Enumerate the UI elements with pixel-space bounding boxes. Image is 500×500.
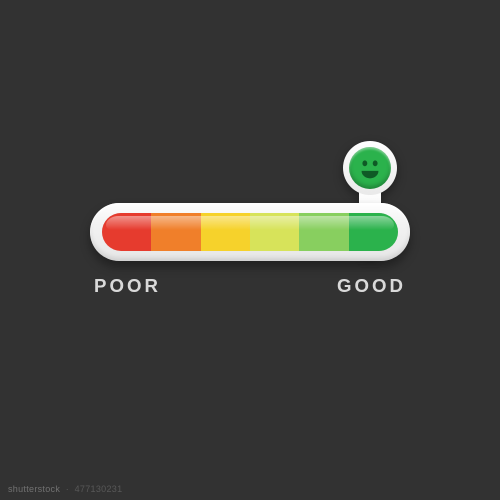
meter-container: POOR GOOD [80, 203, 420, 297]
segment-poor [102, 213, 151, 251]
watermark: shutterstock · 477130231 [8, 484, 122, 494]
meter-labels: POOR GOOD [90, 275, 410, 297]
meter-pill [90, 203, 410, 261]
label-poor: POOR [94, 275, 161, 297]
pointer-head [343, 141, 397, 195]
meter-segments [102, 213, 398, 251]
segment-above-avg [250, 213, 299, 251]
segment-excellent [349, 213, 398, 251]
label-good: GOOD [337, 275, 406, 297]
pointer-face-happy [349, 147, 391, 189]
smile-icon [355, 153, 385, 183]
segment-below-avg [151, 213, 200, 251]
rating-meter: POOR GOOD [80, 203, 420, 297]
segment-average [201, 213, 250, 251]
watermark-id: 477130231 [75, 484, 123, 494]
watermark-provider: shutterstock [8, 484, 60, 494]
segment-good [299, 213, 348, 251]
